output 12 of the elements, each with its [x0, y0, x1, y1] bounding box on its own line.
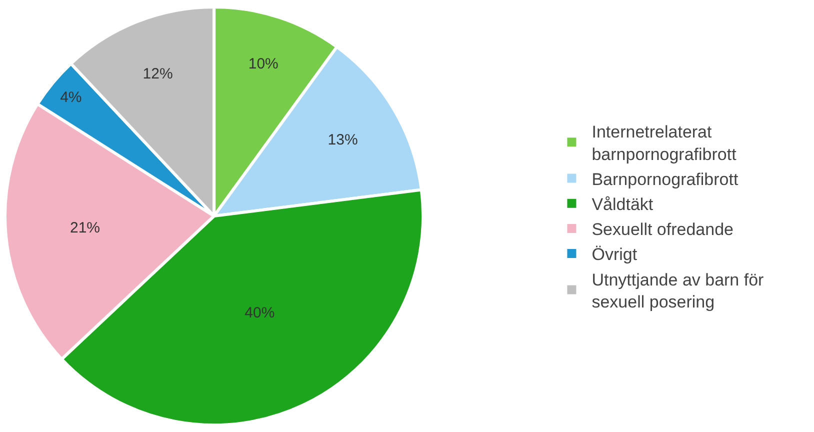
data-label: 4%	[60, 89, 82, 106]
legend-label: Sexuellt ofredande	[592, 220, 734, 240]
data-label: 40%	[244, 304, 275, 322]
legend-label: Utnyttjande av barn för sexuell posering	[592, 270, 764, 312]
legend-label: Internetrelaterat barnpornografibrott	[592, 122, 737, 164]
legend-label: Barnpornografibrott	[592, 170, 738, 189]
legend-label: Våldtäkt	[592, 194, 654, 214]
data-label: 21%	[70, 220, 100, 237]
legend-label: Övrigt	[592, 245, 638, 264]
data-label: 10%	[248, 56, 278, 73]
data-label: 12%	[142, 65, 173, 82]
data-label: 13%	[328, 131, 358, 148]
